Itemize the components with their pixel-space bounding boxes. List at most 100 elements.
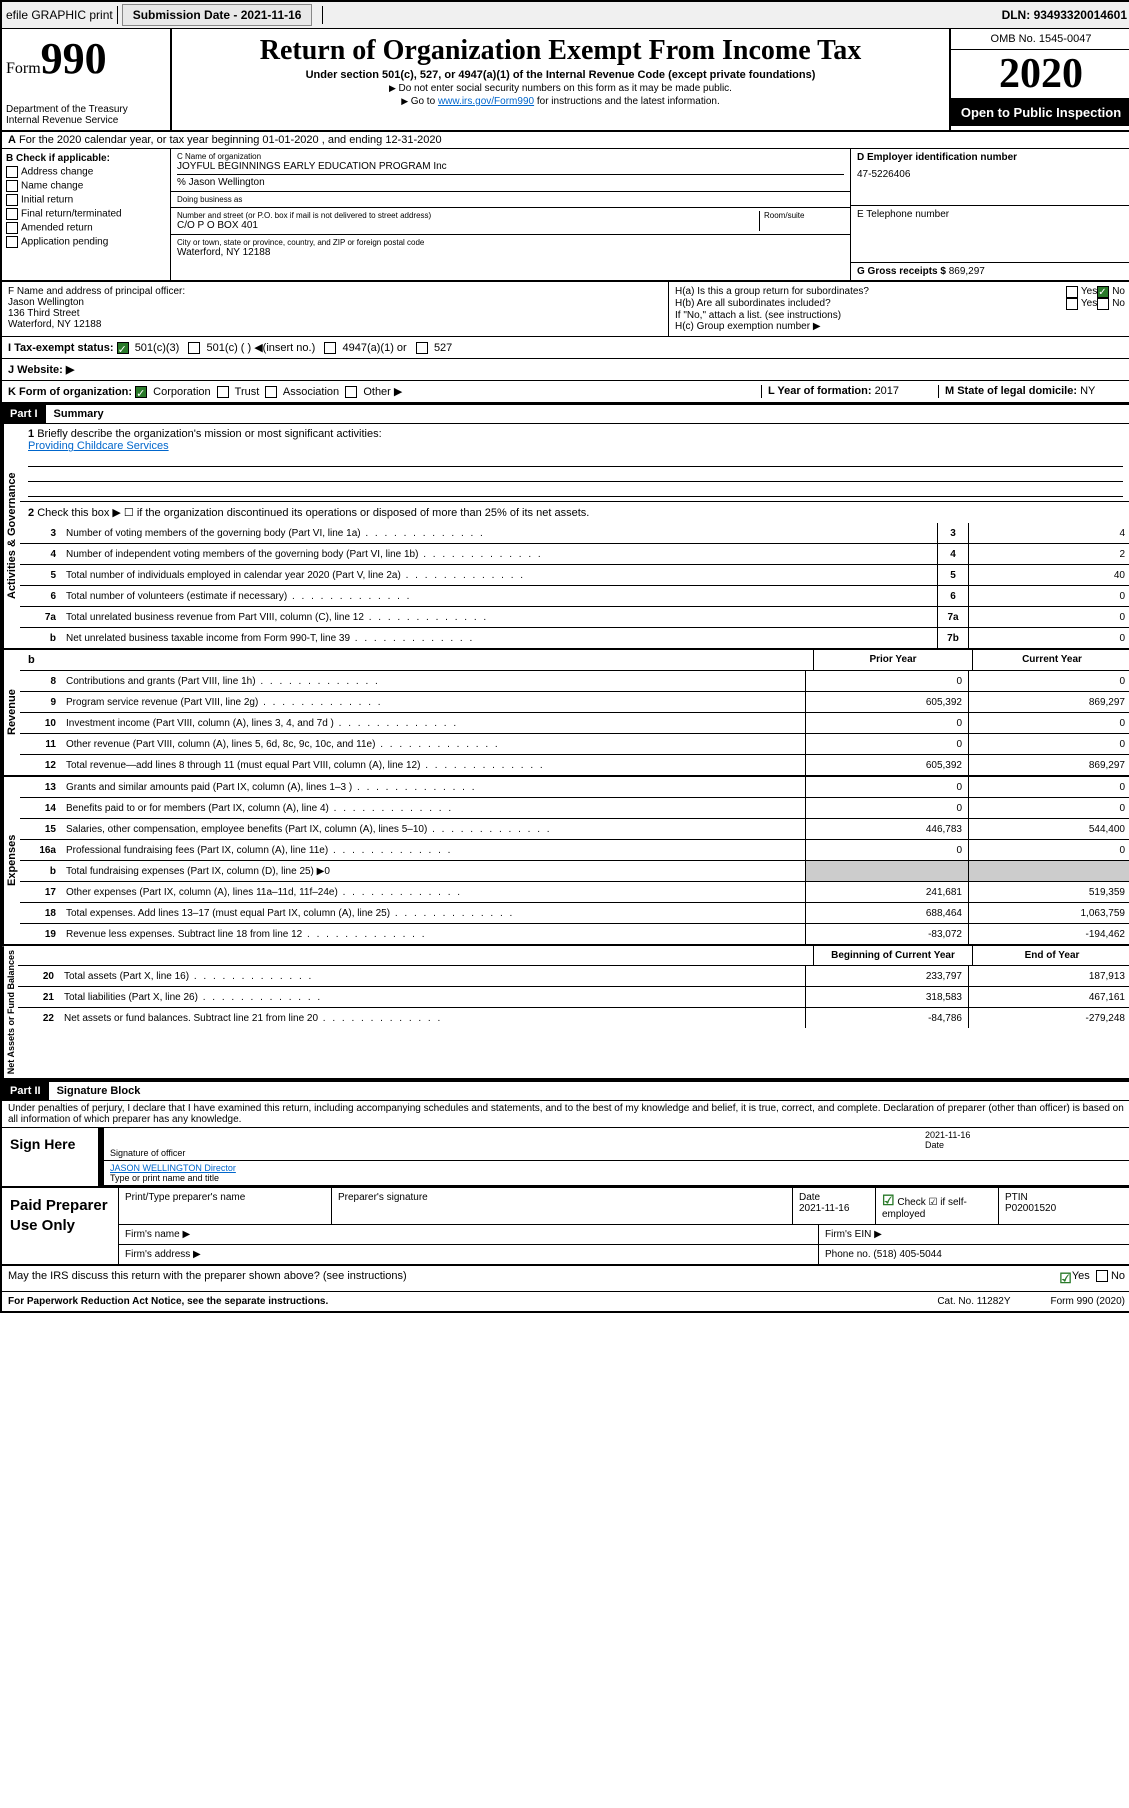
dept-label: Department of the Treasury xyxy=(6,104,166,115)
table-row: 12 Total revenue—add lines 8 through 11 … xyxy=(20,755,1129,775)
table-row: 18 Total expenses. Add lines 13–17 (must… xyxy=(20,903,1129,924)
ein-cell: D Employer identification number 47-5226… xyxy=(851,149,1129,206)
separator xyxy=(322,6,323,24)
header-center: Return of Organization Exempt From Incom… xyxy=(172,29,949,130)
table-row: b Net unrelated business taxable income … xyxy=(20,628,1129,648)
vert-revenue: Revenue xyxy=(2,650,20,775)
irs-link[interactable]: www.irs.gov/Form990 xyxy=(438,96,534,107)
part1-title: Summary xyxy=(46,405,112,423)
part1-bar: Part I Summary xyxy=(2,403,1129,424)
city-cell: City or town, state or province, country… xyxy=(171,235,850,261)
table-row: 21 Total liabilities (Part X, line 26) 3… xyxy=(18,987,1129,1008)
table-row: 16a Professional fundraising fees (Part … xyxy=(20,840,1129,861)
principal-officer: F Name and address of principal officer:… xyxy=(2,282,669,336)
discuss-row: May the IRS discuss this return with the… xyxy=(2,1266,1129,1292)
form-title: Return of Organization Exempt From Incom… xyxy=(176,35,945,67)
vert-net: Net Assets or Fund Balances xyxy=(2,946,18,1078)
table-row: 7a Total unrelated business revenue from… xyxy=(20,607,1129,628)
chk-assoc[interactable] xyxy=(265,386,277,398)
top-bar: efile GRAPHIC print Submission Date - 20… xyxy=(2,2,1129,29)
table-row: 8 Contributions and grants (Part VIII, l… xyxy=(20,671,1129,692)
table-row: 20 Total assets (Part X, line 16) 233,79… xyxy=(18,966,1129,987)
group-return: H(a) Is this a group return for subordin… xyxy=(669,282,1129,336)
chk-other[interactable] xyxy=(345,386,357,398)
chk-trust[interactable] xyxy=(217,386,229,398)
form-header: Form990 Department of the Treasury Inter… xyxy=(2,29,1129,132)
chk-corp[interactable]: ✓ xyxy=(135,386,147,398)
chk-address[interactable]: Address change xyxy=(6,166,166,178)
part2-header: Part II xyxy=(2,1082,49,1100)
chk-initial[interactable]: Initial return xyxy=(6,194,166,206)
chk-ha-yes[interactable] xyxy=(1066,286,1078,298)
col-b-checkboxes: B Check if applicable: Address change Na… xyxy=(2,149,171,280)
part2-title: Signature Block xyxy=(49,1082,149,1100)
chk-hb-yes[interactable] xyxy=(1066,298,1078,310)
efile-label: efile GRAPHIC print xyxy=(6,8,113,22)
tax-year: 2020 xyxy=(951,50,1129,99)
phone-cell: E Telephone number xyxy=(851,206,1129,263)
table-row: 13 Grants and similar amounts paid (Part… xyxy=(20,777,1129,798)
governance-section: Activities & Governance 1 Briefly descri… xyxy=(2,424,1129,650)
open-inspection: Open to Public Inspection xyxy=(951,99,1129,126)
chk-501c[interactable] xyxy=(188,342,200,354)
table-row: b Total fundraising expenses (Part IX, c… xyxy=(20,861,1129,882)
table-row: 6 Total number of volunteers (estimate i… xyxy=(20,586,1129,607)
gross-cell: G Gross receipts $ 869,297 xyxy=(851,263,1129,280)
col-d-ein: D Employer identification number 47-5226… xyxy=(851,149,1129,280)
chk-4947[interactable] xyxy=(324,342,336,354)
revenue-section: Revenue b Prior Year Current Year 8 Cont… xyxy=(2,650,1129,777)
table-row: 22 Net assets or fund balances. Subtract… xyxy=(18,1008,1129,1028)
form-subtitle: Under section 501(c), 527, or 4947(a)(1)… xyxy=(176,69,945,81)
chk-pending[interactable]: Application pending xyxy=(6,236,166,248)
row-officer-group: F Name and address of principal officer:… xyxy=(2,282,1129,337)
irs-label: Internal Revenue Service xyxy=(6,115,166,126)
expenses-section: Expenses 13 Grants and similar amounts p… xyxy=(2,777,1129,946)
table-row: 15 Salaries, other compensation, employe… xyxy=(20,819,1129,840)
officer-name[interactable]: JASON WELLINGTON Director xyxy=(110,1163,236,1173)
table-row: 17 Other expenses (Part IX, column (A), … xyxy=(20,882,1129,903)
website-row: J Website: ▶ xyxy=(2,359,1129,381)
chk-discuss-no[interactable] xyxy=(1096,1270,1108,1282)
part1-header: Part I xyxy=(2,405,46,423)
chk-501c3[interactable]: ✓ xyxy=(117,342,129,354)
paid-preparer-block: Paid Preparer Use Only Print/Type prepar… xyxy=(2,1186,1129,1266)
blank-line xyxy=(28,452,1123,467)
header-right: OMB No. 1545-0047 2020 Open to Public In… xyxy=(949,29,1129,130)
net-assets-section: Net Assets or Fund Balances Beginning of… xyxy=(2,946,1129,1080)
separator xyxy=(117,6,118,24)
sign-here-block: Sign Here Signature of officer 2021-11-1… xyxy=(2,1127,1129,1186)
chk-amended[interactable]: Amended return xyxy=(6,222,166,234)
omb-number: OMB No. 1545-0047 xyxy=(951,29,1129,50)
sign-here-label: Sign Here xyxy=(2,1128,100,1186)
section-a-period: A For the 2020 calendar year, or tax yea… xyxy=(2,132,1129,149)
table-row: 9 Program service revenue (Part VIII, li… xyxy=(20,692,1129,713)
vert-expenses: Expenses xyxy=(2,777,20,944)
perjury-declaration: Under penalties of perjury, I declare th… xyxy=(2,1101,1129,1127)
table-row: 19 Revenue less expenses. Subtract line … xyxy=(20,924,1129,944)
table-row: 4 Number of independent voting members o… xyxy=(20,544,1129,565)
tax-exempt-row: I Tax-exempt status: ✓ 501(c)(3) 501(c) … xyxy=(2,337,1129,359)
entity-info-grid: B Check if applicable: Address change Na… xyxy=(2,149,1129,282)
chk-ha-no[interactable]: ✓ xyxy=(1097,286,1109,298)
form-990-page: efile GRAPHIC print Submission Date - 20… xyxy=(0,0,1129,1313)
street-cell: Number and street (or P.O. box if mail i… xyxy=(171,208,850,235)
submission-button[interactable]: Submission Date - 2021-11-16 xyxy=(122,4,313,26)
table-row: 11 Other revenue (Part VIII, column (A),… xyxy=(20,734,1129,755)
form-org-row: K Form of organization: ✓ Corporation Tr… xyxy=(2,381,1129,403)
chk-527[interactable] xyxy=(416,342,428,354)
page-footer: For Paperwork Reduction Act Notice, see … xyxy=(2,1292,1129,1311)
vert-governance: Activities & Governance xyxy=(2,424,20,648)
chk-name[interactable]: Name change xyxy=(6,180,166,192)
note-link: Go to www.irs.gov/Form990 for instructio… xyxy=(176,96,945,107)
chk-hb-no[interactable] xyxy=(1097,298,1109,310)
chk-discuss-yes[interactable]: ☑ xyxy=(1059,1270,1072,1287)
chk-final[interactable]: Final return/terminated xyxy=(6,208,166,220)
mission-text[interactable]: Providing Childcare Services xyxy=(28,440,169,452)
table-row: 14 Benefits paid to or for members (Part… xyxy=(20,798,1129,819)
table-row: 5 Total number of individuals employed i… xyxy=(20,565,1129,586)
blank-line xyxy=(28,482,1123,497)
revenue-header: b Prior Year Current Year xyxy=(20,650,1129,671)
col-c-name-address: C Name of organization JOYFUL BEGINNINGS… xyxy=(171,149,851,280)
part2-bar: Part II Signature Block xyxy=(2,1080,1129,1101)
paid-label: Paid Preparer Use Only xyxy=(2,1188,119,1264)
